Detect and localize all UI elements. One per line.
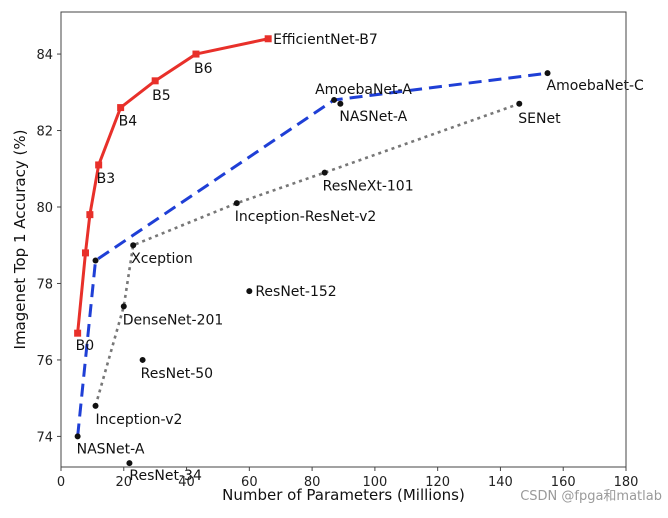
point-label: ResNeXt-101: [323, 179, 414, 195]
plot-frame: [60, 11, 627, 468]
data-point-other: [139, 356, 146, 363]
point-label: AmoebaNet-C: [547, 78, 644, 94]
series-line-nas-based: [76, 71, 548, 437]
x-axis-title: Number of Parameters (Millions): [222, 486, 465, 504]
y-tick-label: 82: [36, 125, 53, 140]
y-tick-label: 84: [36, 48, 53, 63]
data-point-hand-designed: [233, 200, 240, 207]
data-point-efficientnet: [264, 35, 272, 43]
data-point-other: [126, 460, 133, 467]
point-labels: B0 B3 B4 B5 B6 EfficientNet-B7 NASNet-A AmoebaN…: [76, 32, 644, 484]
data-point-hand-designed: [120, 303, 127, 310]
axis-ticks: 0 20 40 60 80 100 120 140 160 180 74 76 78 80 82 84: [36, 48, 638, 490]
x-tick-label: 40: [178, 475, 195, 490]
point-label: NASNet-A: [339, 109, 407, 125]
x-tick-label: 80: [304, 475, 321, 490]
point-label: EfficientNet-B7: [273, 32, 378, 48]
x-tick-label: 120: [425, 475, 450, 490]
point-label: B4: [119, 114, 138, 130]
data-point-nas-based: [544, 70, 551, 77]
point-label: B0: [76, 338, 95, 354]
point-label: Inception-v2: [96, 412, 183, 428]
data-point-nas-based: [92, 257, 99, 264]
y-tick-label: 80: [36, 201, 53, 216]
data-point-efficientnet: [151, 77, 159, 85]
data-point-hand-designed: [321, 169, 328, 176]
point-label: DenseNet-201: [123, 312, 224, 328]
series-line-efficientnet: [76, 37, 269, 334]
x-tick-label: 180: [614, 475, 639, 490]
point-label: NASNet-A: [77, 441, 145, 457]
x-tick-label: 0: [57, 475, 65, 490]
data-point-other: [246, 288, 253, 295]
series-lines: [76, 37, 548, 437]
point-label: Xception: [131, 251, 193, 267]
point-label: SENet: [518, 111, 561, 127]
data-point-nas-based: [331, 96, 338, 103]
data-point-hand-designed: [130, 242, 137, 249]
data-point-efficientnet: [95, 161, 103, 169]
watermark: CSDN @fpga和matlab: [520, 489, 662, 504]
x-tick-label: 20: [116, 475, 133, 490]
point-label: B5: [152, 88, 171, 104]
y-tick-label: 78: [36, 277, 53, 292]
y-tick-label: 76: [36, 354, 53, 369]
data-point-efficientnet: [86, 211, 94, 219]
y-tick-label: 74: [36, 430, 53, 445]
point-label: Inception-ResNet-v2: [235, 209, 377, 225]
data-point-efficientnet: [74, 329, 82, 337]
data-point-nas-based: [74, 433, 81, 440]
x-tick-label: 60: [241, 475, 258, 490]
point-label: ResNet-34: [129, 468, 202, 484]
data-point-efficientnet: [117, 104, 125, 112]
series-line-hand-designed: [94, 102, 520, 407]
data-point-hand-designed: [92, 402, 99, 409]
point-label: AmoebaNet-A: [315, 82, 412, 98]
data-point-hand-designed: [516, 100, 523, 107]
point-label: B6: [194, 61, 213, 77]
data-point-efficientnet: [81, 249, 89, 257]
series-markers: [74, 35, 551, 467]
x-tick-label: 160: [551, 475, 576, 490]
x-tick-label: 140: [488, 475, 513, 490]
point-label: ResNet-50: [141, 366, 213, 382]
point-label: ResNet-152: [255, 284, 336, 300]
x-tick-label: 100: [362, 475, 387, 490]
point-label: B3: [97, 171, 116, 187]
data-point-other: [337, 100, 344, 107]
data-point-efficientnet: [192, 50, 200, 58]
y-axis-title: Imagenet Top 1 Accuracy (%): [11, 130, 29, 350]
